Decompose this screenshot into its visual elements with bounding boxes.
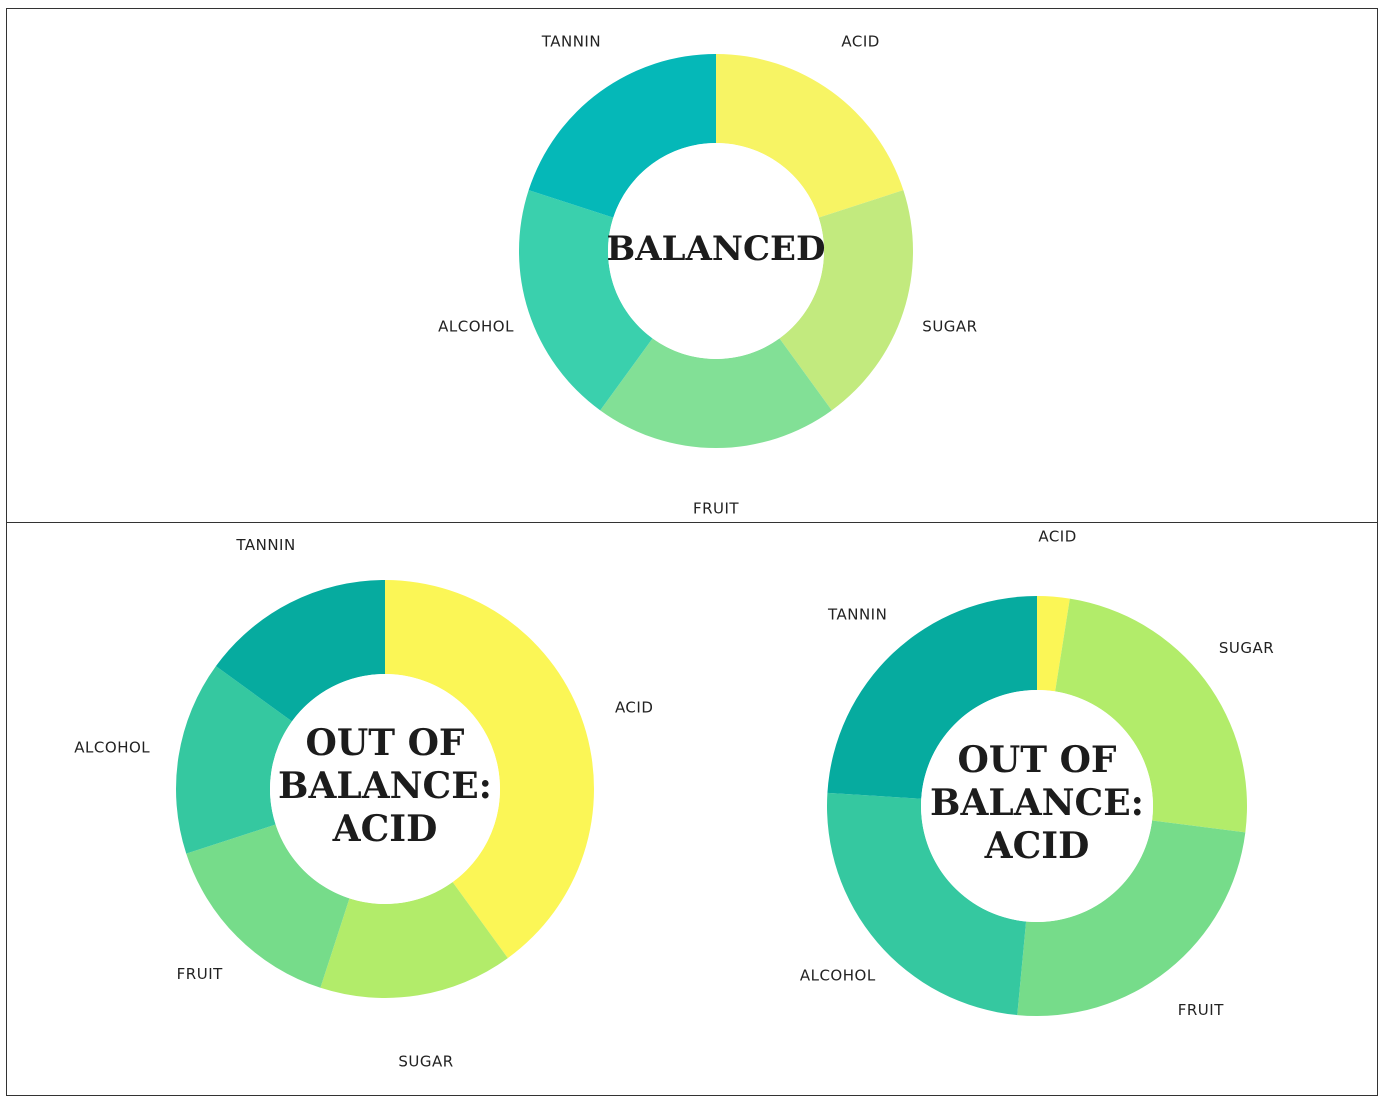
- label-alcohol: ALCOHOL: [438, 318, 514, 336]
- label-sugar: SUGAR: [1219, 639, 1274, 657]
- donut-chart-3: ACID SUGAR FRUIT ALCOHOL TANNIN OUT OFBALANCE…: [800, 527, 1274, 1019]
- center-title: ACID: [984, 825, 1090, 867]
- label-tannin: TANNIN: [235, 536, 295, 554]
- slice-fruit: [600, 338, 832, 448]
- center-title: OUT OF: [306, 722, 465, 764]
- label-sugar: SUGAR: [398, 1052, 453, 1070]
- slice-fruit: [1017, 820, 1246, 1016]
- slice-acid: [1037, 596, 1070, 692]
- slice-fruit: [186, 824, 350, 988]
- center-title: BALANCE:: [930, 782, 1144, 824]
- center-title: OUT OF: [958, 739, 1117, 781]
- slice-acid: [385, 580, 594, 959]
- center-title: BALANCE:: [278, 765, 492, 807]
- label-acid: ACID: [841, 32, 879, 50]
- donut-chart-2: ACID SUGAR FRUIT ALCOHOL TANNIN OUT OFBALANCE…: [74, 536, 653, 1070]
- donut-hole: [921, 690, 1153, 922]
- slice-tannin: [528, 54, 716, 218]
- label-acid: ACID: [615, 699, 653, 717]
- donut-chart-1: ACID SUGAR FRUIT ALCOHOL TANNIN BALANCED: [438, 32, 977, 517]
- slice-alcohol: [176, 666, 292, 854]
- slice-alcohol: [519, 190, 653, 411]
- slice-sugar: [1055, 598, 1247, 833]
- label-tannin: TANNIN: [827, 606, 887, 624]
- center-title: ACID: [332, 808, 438, 850]
- label-fruit: FRUIT: [693, 500, 739, 518]
- slice-tannin: [215, 580, 385, 722]
- label-tannin: TANNIN: [541, 32, 601, 50]
- label-fruit: FRUIT: [177, 965, 223, 983]
- label-sugar: SUGAR: [922, 318, 977, 336]
- slice-tannin: [827, 596, 1037, 799]
- label-alcohol: ALCOHOL: [800, 967, 876, 985]
- donut-hole: [608, 143, 824, 359]
- slice-alcohol: [827, 792, 1027, 1016]
- label-fruit: FRUIT: [1178, 1001, 1224, 1019]
- label-acid: ACID: [1038, 527, 1076, 545]
- donut-hole: [270, 674, 500, 904]
- slice-sugar: [779, 190, 913, 411]
- slice-acid: [716, 54, 904, 218]
- center-title: BALANCED: [607, 229, 826, 269]
- slice-sugar: [320, 882, 508, 998]
- label-alcohol: ALCOHOL: [74, 739, 150, 757]
